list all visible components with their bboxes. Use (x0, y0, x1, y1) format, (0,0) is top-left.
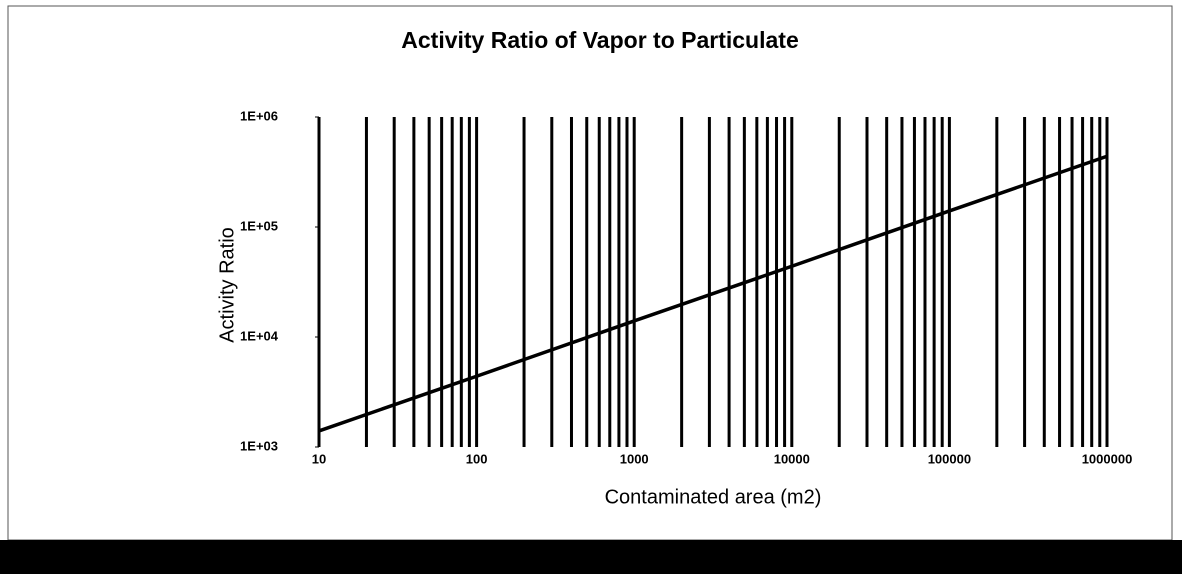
y-axis-label: Activity Ratio (216, 227, 238, 343)
x-tick-label: 10000 (774, 451, 810, 466)
bottom-band (0, 540, 1182, 574)
y-tick-label: 1E+05 (240, 218, 278, 233)
x-tick-label: 1000 (620, 451, 649, 466)
x-axis-label: Contaminated area (m2) (605, 486, 822, 508)
y-tick-label: 1E+04 (240, 328, 279, 343)
x-tick-label: 1000000 (1082, 451, 1133, 466)
chart-title: Activity Ratio of Vapor to Particulate (401, 27, 798, 53)
frame (7, 5, 1173, 541)
x-tick-label: 100 (466, 451, 488, 466)
data-line (318, 154, 1108, 433)
x-tick-label: 10 (312, 451, 326, 466)
x-tick-label: 100000 (928, 451, 971, 466)
y-tick-label: 1E+03 (240, 438, 278, 453)
y-tick-label: 1E+06 (240, 108, 278, 123)
